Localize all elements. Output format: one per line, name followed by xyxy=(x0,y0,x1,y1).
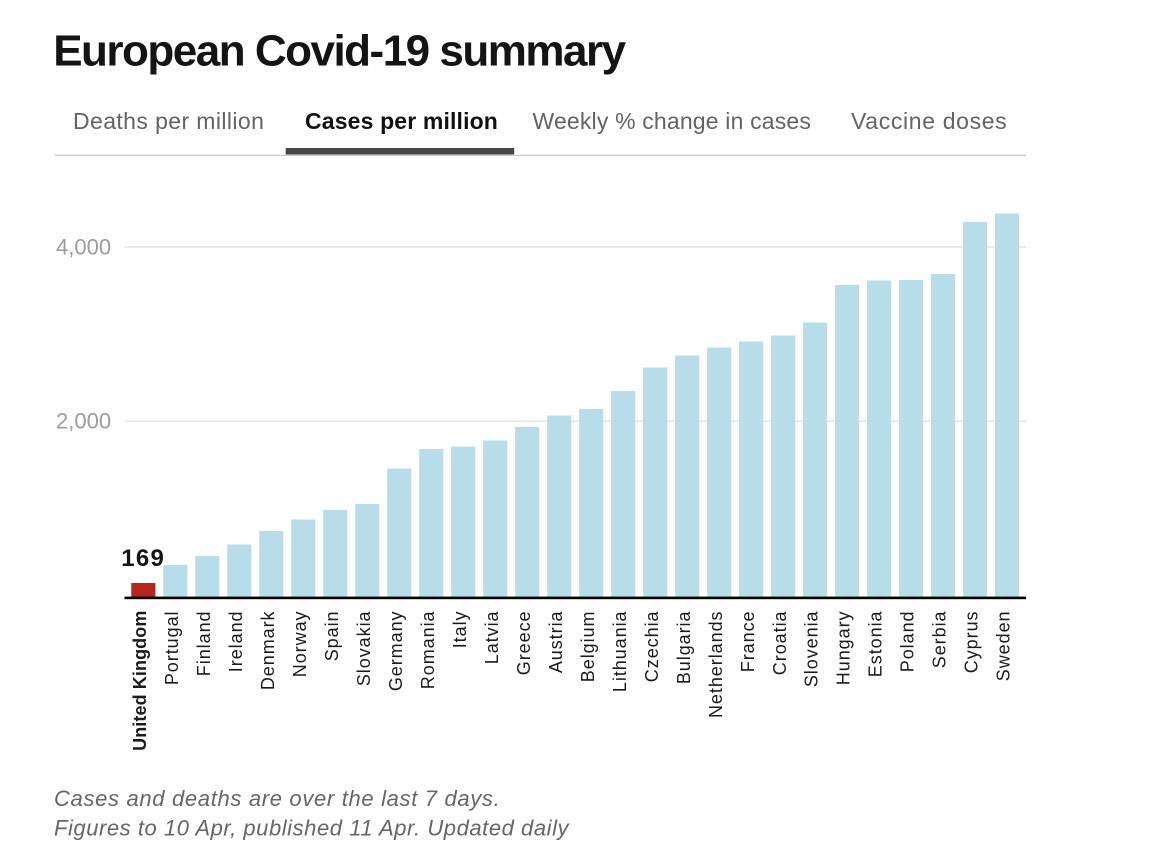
svg-text:Lithuania: Lithuania xyxy=(610,610,630,692)
svg-text:Denmark: Denmark xyxy=(258,610,278,690)
svg-text:Spain: Spain xyxy=(322,611,342,662)
svg-text:Czechia: Czechia xyxy=(642,610,662,682)
svg-text:2,000: 2,000 xyxy=(56,409,111,434)
svg-text:Hungary: Hungary xyxy=(834,611,854,686)
svg-text:Deaths per million: Deaths per million xyxy=(73,108,264,134)
svg-text:Belgium: Belgium xyxy=(578,611,598,683)
svg-text:Poland: Poland xyxy=(898,611,918,673)
svg-text:Portugal: Portugal xyxy=(162,611,182,686)
svg-text:United Kingdom: United Kingdom xyxy=(130,611,150,751)
svg-text:4,000: 4,000 xyxy=(56,235,111,260)
svg-text:Slovakia: Slovakia xyxy=(354,610,374,686)
svg-text:Cyprus: Cyprus xyxy=(962,610,982,673)
svg-text:Romania: Romania xyxy=(418,610,438,689)
svg-text:Bulgaria: Bulgaria xyxy=(674,610,694,684)
svg-text:Ireland: Ireland xyxy=(226,611,246,673)
svg-text:Latvia: Latvia xyxy=(482,610,502,664)
svg-text:Estonia: Estonia xyxy=(866,610,886,677)
svg-text:Greece: Greece xyxy=(514,611,534,676)
svg-text:Cases and deaths are over the: Cases and deaths are over the last 7 day… xyxy=(54,786,500,811)
svg-text:Sweden: Sweden xyxy=(994,610,1014,681)
svg-text:Germany: Germany xyxy=(386,611,406,692)
svg-text:Slovenia: Slovenia xyxy=(802,610,822,687)
svg-text:Italy: Italy xyxy=(450,611,470,649)
svg-text:Vaccine doses: Vaccine doses xyxy=(851,108,1007,134)
svg-text:169: 169 xyxy=(121,545,165,572)
svg-text:Finland: Finland xyxy=(194,611,214,677)
svg-text:Weekly % change in cases: Weekly % change in cases xyxy=(533,108,812,134)
svg-text:Netherlands: Netherlands xyxy=(706,611,726,719)
svg-text:Croatia: Croatia xyxy=(770,610,790,675)
svg-text:Norway: Norway xyxy=(290,611,310,678)
svg-text:France: France xyxy=(738,611,758,673)
svg-text:Cases per million: Cases per million xyxy=(305,108,498,134)
svg-text:European Covid-19 summary: European Covid-19 summary xyxy=(53,27,626,76)
svg-text:Figures to 10 Apr, published 1: Figures to 10 Apr, published 11 Apr. Upd… xyxy=(54,816,571,841)
svg-text:Serbia: Serbia xyxy=(930,610,950,668)
svg-text:Austria: Austria xyxy=(546,610,566,673)
